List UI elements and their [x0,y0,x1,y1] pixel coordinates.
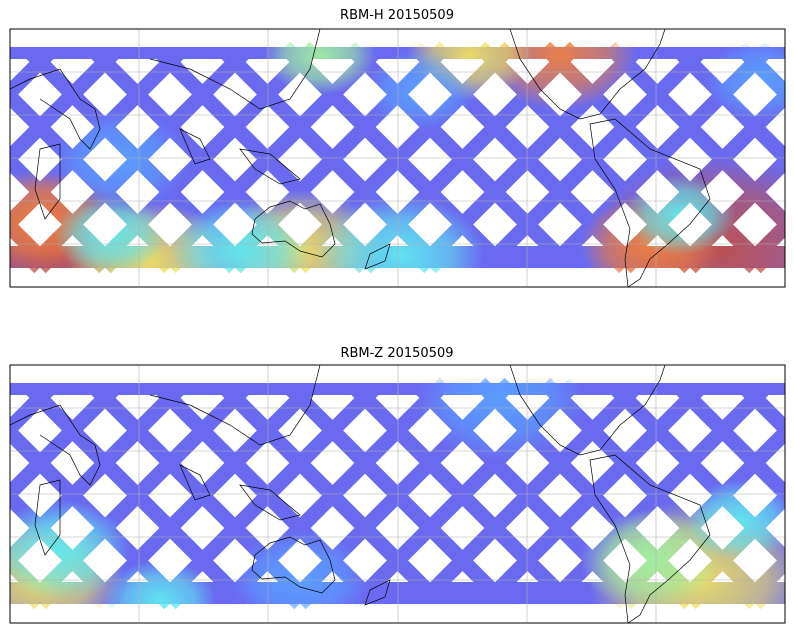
panel-title: RBM-H 20150509 [340,8,454,23]
coastline [10,404,101,486]
value-patch [170,200,310,287]
coastline [589,118,711,287]
coastline [10,68,101,150]
map-frame [9,364,786,624]
value-patch [50,110,190,210]
value-patch [684,480,785,560]
coastline [509,29,666,120]
value-patch [580,510,720,610]
coastline [239,148,301,185]
coastline [364,243,391,270]
value-patch [364,50,476,130]
value-patch [264,29,376,95]
coastline [179,128,211,165]
value-patch [10,500,130,600]
coastline [149,365,321,446]
coastline [364,579,391,606]
value-patch [416,365,584,460]
coastline [509,365,666,456]
value-patch [54,195,166,275]
value-patch [316,195,484,287]
value-patch [624,175,736,255]
value-patch [704,40,785,120]
data-swaths [10,365,785,623]
coastline [251,200,336,258]
coastline [179,464,211,501]
coastline [34,479,61,556]
data-swaths [10,29,785,287]
coastline [251,536,336,594]
coastline [149,29,321,110]
map-frame [9,28,786,288]
coastline [34,143,61,220]
coastline [589,454,711,623]
value-patch [104,560,216,623]
value-patch [230,530,370,623]
panel-title: RBM-Z 20150509 [340,346,453,361]
coastline [239,484,301,521]
